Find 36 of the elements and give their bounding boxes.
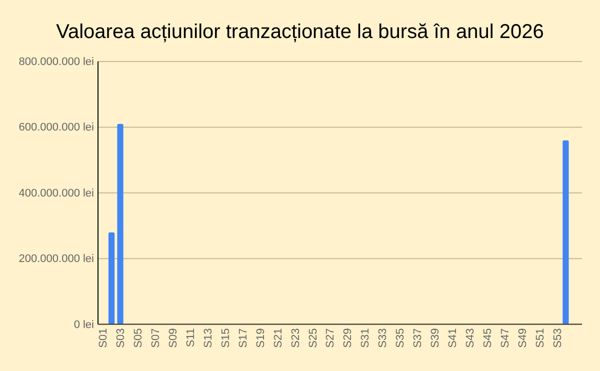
x-tick-label: S47 <box>499 328 512 348</box>
x-tick-label: S07 <box>150 328 162 348</box>
y-tick-label: 0 lei <box>74 318 94 331</box>
x-tick-label: S45 <box>482 328 494 348</box>
x-tick-label: S41 <box>447 328 460 348</box>
x-tick-label: S39 <box>430 328 442 348</box>
x-tick-label: S05 <box>132 328 145 348</box>
bar <box>562 140 569 324</box>
x-tick-label: S29 <box>342 328 354 348</box>
y-tick-label: 200.000.000 lei <box>18 253 94 266</box>
x-tick-label: S21 <box>272 328 284 348</box>
x-tick-label: S15 <box>220 328 232 348</box>
x-tick-label: S27 <box>324 328 337 348</box>
bar <box>108 232 115 324</box>
x-tick-label: S31 <box>360 328 372 348</box>
x-tick-label: S49 <box>516 328 529 348</box>
x-tick-label: S51 <box>534 328 546 348</box>
x-tick-label: S43 <box>464 328 476 348</box>
bar <box>117 124 124 324</box>
x-tick-label: S33 <box>377 328 390 348</box>
x-tick-label: S13 <box>202 328 214 348</box>
x-tick-label: S23 <box>290 328 302 348</box>
y-tick-label: 800.000.000 lei <box>18 56 94 68</box>
y-tick-label: 600.000.000 lei <box>18 122 94 134</box>
x-tick-label: S17 <box>237 328 250 348</box>
y-tick-label: 400.000.000 lei <box>18 187 94 200</box>
chart-title: Valoarea acțiunilor tranzacționate la bursă în anul 2026 <box>56 21 544 43</box>
x-tick-label: S35 <box>394 328 407 348</box>
x-tick-label: S09 <box>168 328 180 348</box>
x-tick-label: S53 <box>552 328 564 348</box>
x-tick-label: S37 <box>412 328 424 348</box>
x-tick-label: S11 <box>184 328 197 348</box>
x-tick-label: S03 <box>115 328 128 348</box>
x-tick-label: S25 <box>307 328 320 348</box>
x-tick-label: S19 <box>254 328 267 348</box>
x-tick-label: S01 <box>98 328 110 348</box>
